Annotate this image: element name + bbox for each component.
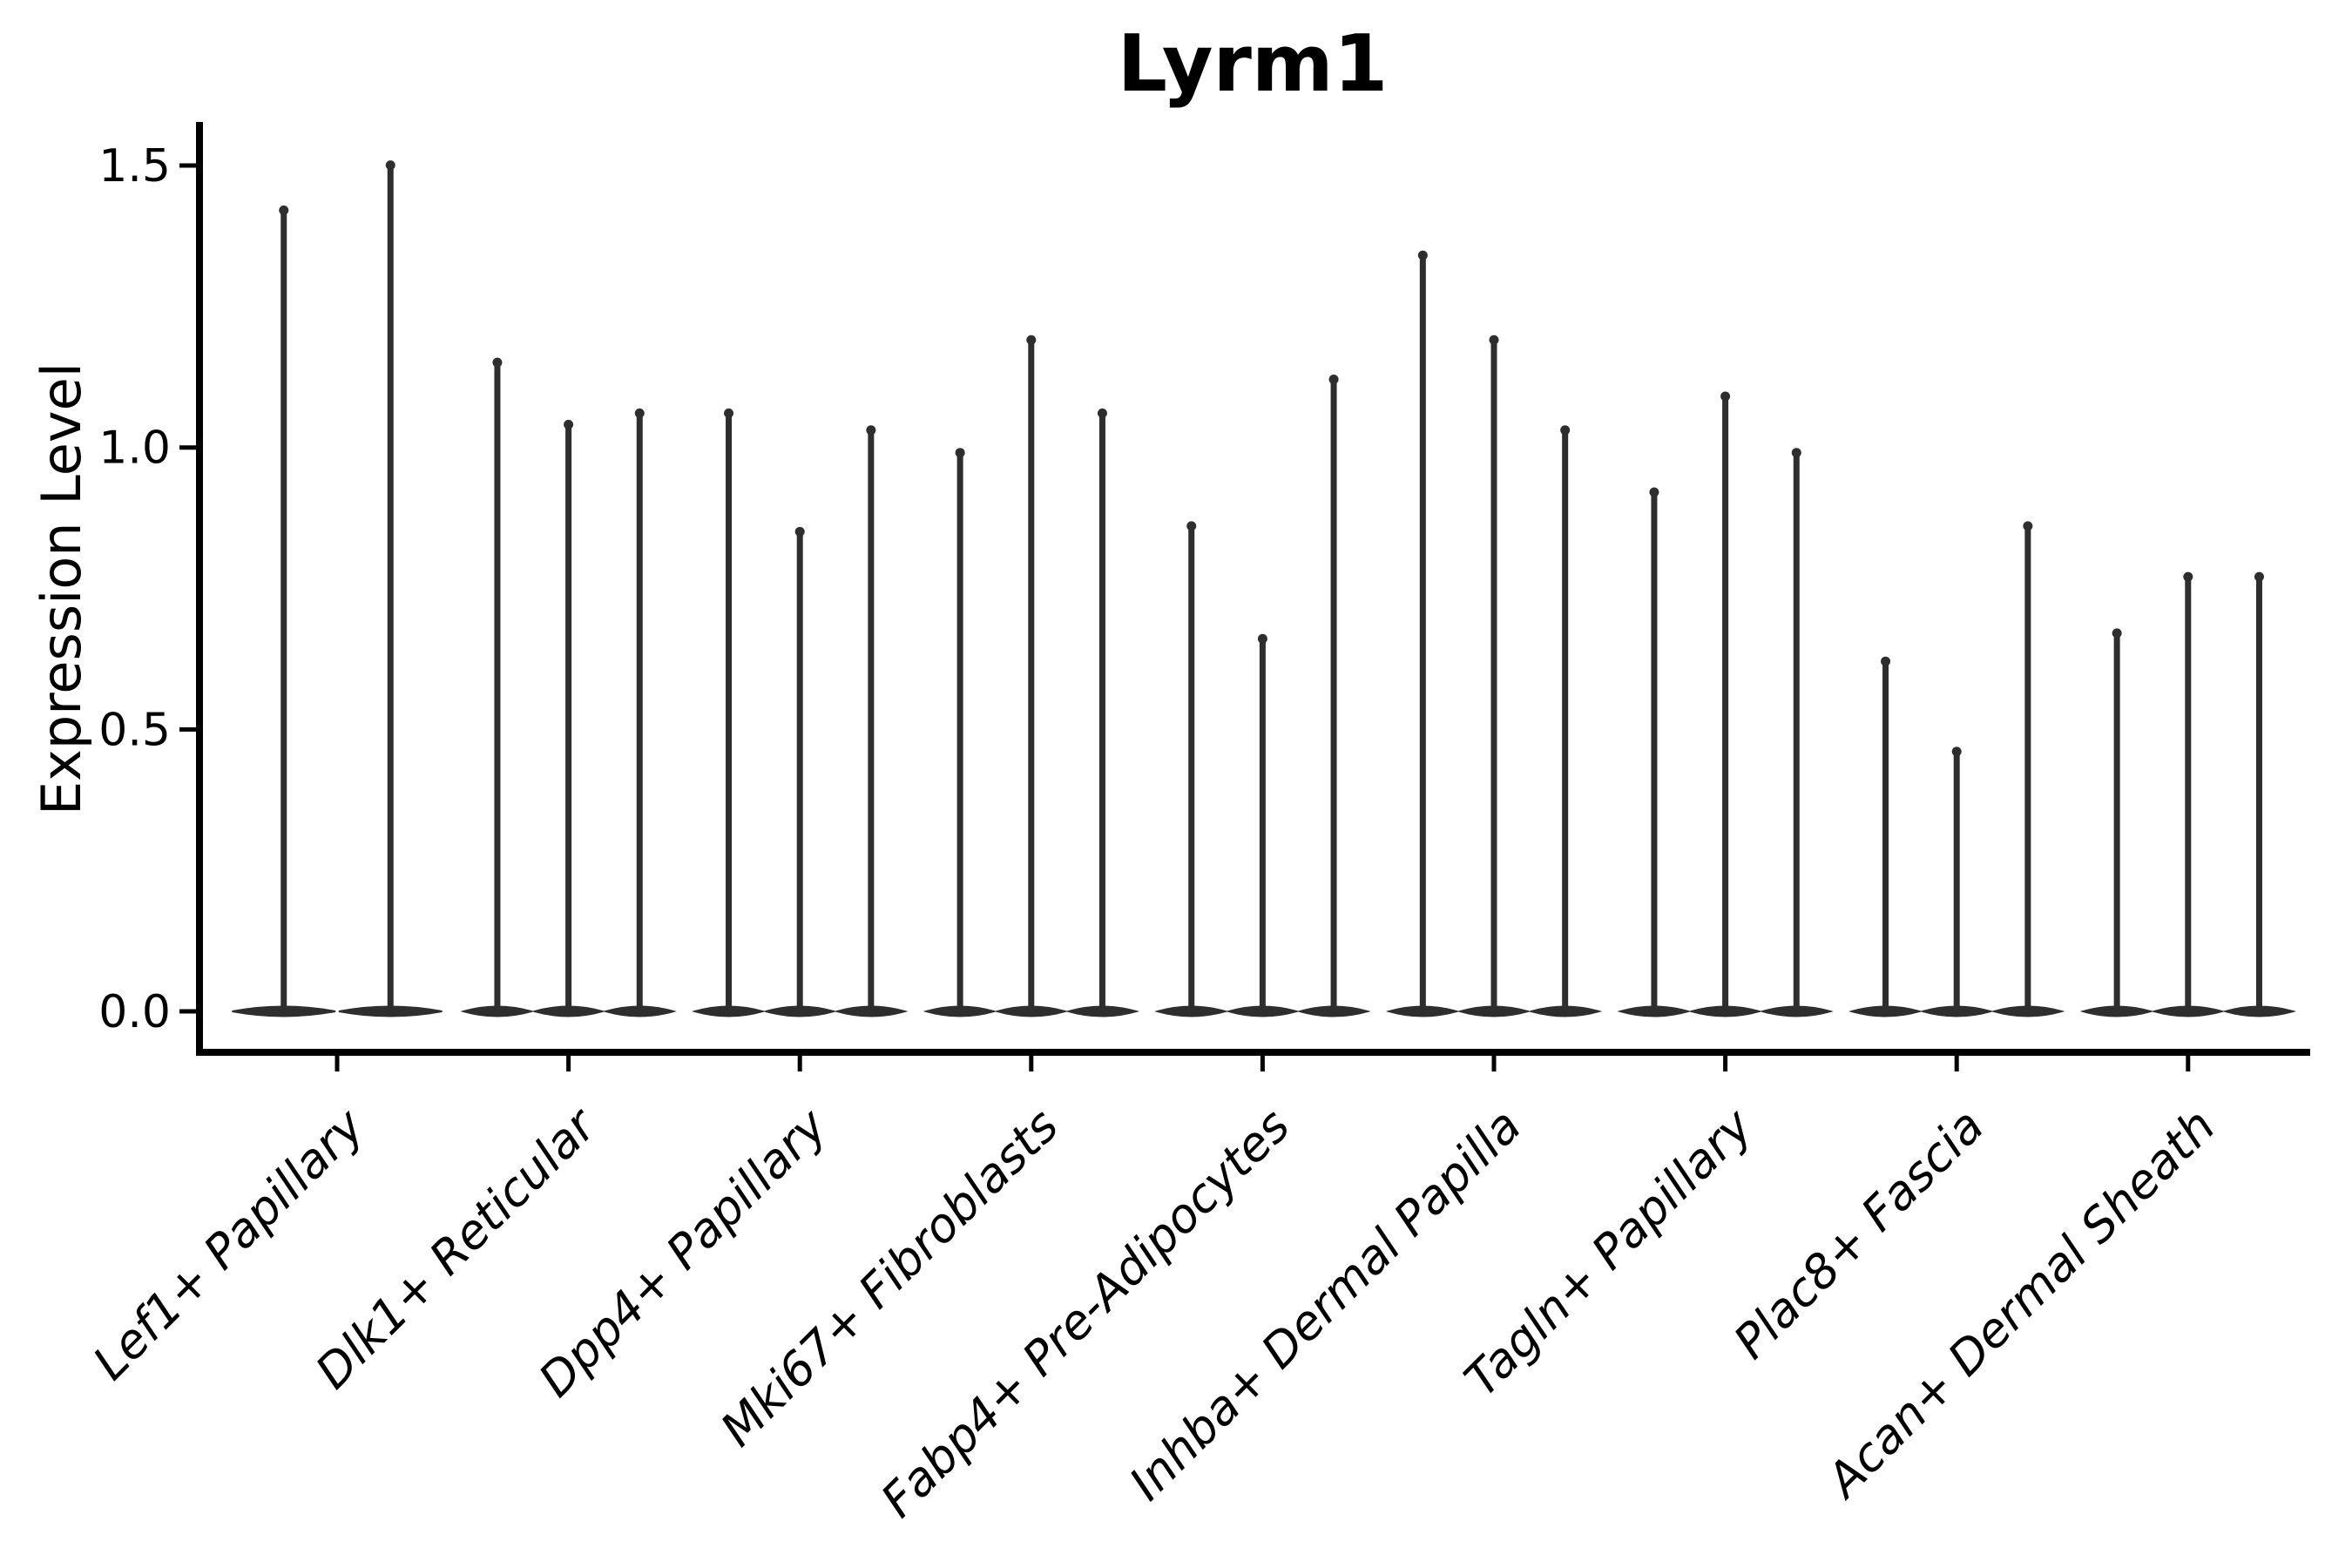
violin-spike-tip	[1720, 391, 1731, 402]
chart-title: Lyrm1	[1118, 18, 1389, 110]
violin-spike-tip	[1026, 335, 1037, 345]
violin-spike-tip	[2023, 521, 2033, 531]
violin-spike-tip	[1097, 408, 1107, 418]
violin-spike-tip	[1560, 425, 1571, 436]
violin-spike-tip	[1417, 250, 1428, 260]
violin-spike-tip	[1649, 487, 1659, 497]
violin-spike-tip	[955, 448, 965, 458]
x-tick-label: Plac8+ Fascia	[1723, 1098, 1994, 1369]
violin-spike-tip	[1186, 521, 1197, 531]
x-tick-label: Acan+ Dermal Sheath	[1815, 1098, 2226, 1510]
violin-spike-tip	[634, 408, 645, 418]
violin-spike-tip	[1791, 448, 1801, 458]
violin-spike-tip	[724, 408, 734, 418]
violin-spike-tip	[2254, 571, 2264, 582]
violin-spike-tip	[385, 160, 395, 171]
violin-spike-tip	[866, 425, 876, 436]
violin-spike-tip	[1881, 656, 1891, 666]
y-axis-label: Expression Level	[30, 362, 93, 815]
y-tick-label: 1.5	[98, 140, 171, 193]
violin-spike-tip	[2183, 571, 2193, 582]
x-tick-label: Inhba+ Dermal Papilla	[1119, 1098, 1531, 1511]
y-tick-label: 0.0	[98, 986, 171, 1038]
violin-spike-tip	[794, 526, 805, 537]
violin-spike-tip	[1257, 633, 1267, 644]
violin-spike-tip	[1328, 375, 1339, 385]
y-tick-label: 0.5	[98, 704, 171, 756]
violin-spike-tip	[2112, 628, 2122, 639]
violin-spike-tip	[564, 419, 574, 429]
x-tick-label: Fabp4+ Pre-Adipocytes	[870, 1098, 1300, 1528]
violin-spike-tip	[1489, 335, 1499, 345]
violin-spike-tip	[279, 205, 289, 215]
y-tick-label: 1.0	[98, 422, 171, 475]
violin-spike-tip	[492, 357, 503, 368]
violin-spike-tip	[1951, 747, 1962, 757]
